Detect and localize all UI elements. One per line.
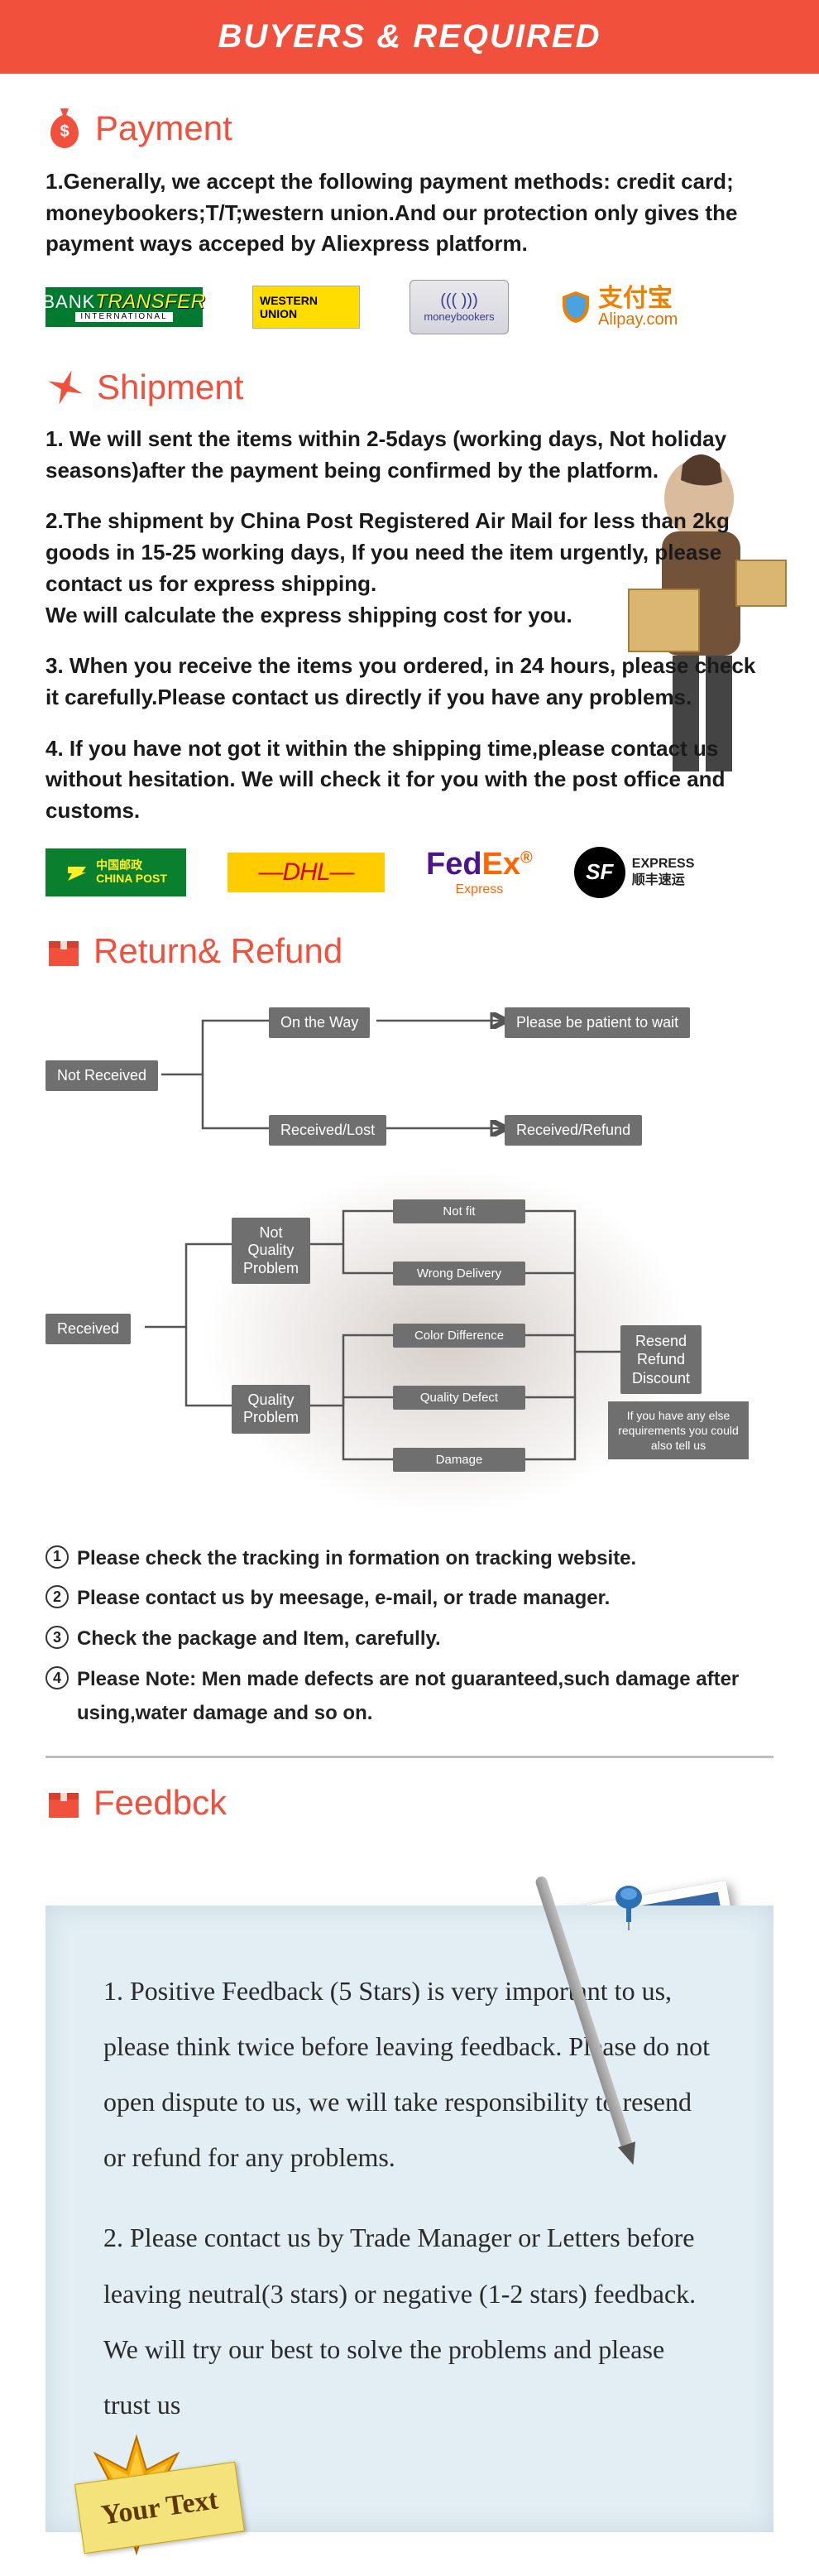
node-color-diff: Color Difference: [393, 1324, 525, 1348]
bank-transfer-logo: BANK TRANSFER INTERNATIONAL: [46, 287, 203, 327]
node-received-refund: Received/Refund: [505, 1115, 642, 1146]
fedex-fed: Fed: [426, 847, 482, 882]
shipment-heading-text: Shipment: [97, 368, 243, 407]
bullet-4-num: 4: [46, 1666, 69, 1689]
bullet-4: Please Note: Men made defects are not gu…: [77, 1663, 774, 1731]
alipay-en: Alipay.com: [598, 311, 678, 328]
node-received: Received: [46, 1314, 131, 1344]
shipment-p4: 4. If you have not got it within the shi…: [46, 733, 774, 827]
transfer-label: TRANSFER: [95, 292, 205, 312]
sf-l2: 顺丰速运: [632, 872, 695, 888]
node-quality: Quality Problem: [232, 1385, 310, 1434]
starburst-badge: Your Text: [46, 2425, 261, 2549]
shipment-p3: 3. When you receive the items you ordere…: [46, 651, 774, 713]
header-title: BUYERS & REQUIRED: [218, 18, 601, 55]
bullet-2: Please contact us by meesage, e-mail, or…: [77, 1582, 610, 1616]
node-not-quality: Not Quality Problem: [232, 1218, 310, 1285]
sf-l1: EXPRESS: [632, 856, 695, 872]
node-patient: Please be patient to wait: [505, 1007, 690, 1038]
node-note: If you have any else requirements you co…: [608, 1401, 749, 1460]
wu-line2: UNION: [260, 307, 297, 320]
node-resend: Resend Refund Discount: [620, 1325, 702, 1395]
feedback-heading-text: Feedbck: [93, 1783, 227, 1823]
node-damage: Damage: [393, 1448, 525, 1472]
return-heading-text: Return& Refund: [93, 931, 342, 971]
payment-heading-text: Payment: [95, 108, 232, 148]
china-post-label: 中国邮政 CHINA POST: [96, 859, 167, 885]
payment-logos: BANK TRANSFER INTERNATIONAL WESTERN UNIO…: [46, 280, 774, 334]
payment-text: 1.Generally, we accept the following pay…: [46, 166, 774, 260]
moneybookers-logo: ((( ))) moneybookers: [410, 280, 509, 334]
shipment-logos: 中国邮政 CHINA POST —DHL— FedEx® Express SF …: [46, 847, 774, 898]
wu-line1: WESTERN: [260, 294, 318, 307]
node-not-received: Not Received: [46, 1060, 158, 1091]
feedback-block: Feedback 1. Positive Feedback (5 Stars) …: [46, 1906, 774, 2533]
divider: [46, 1756, 774, 1758]
mb-label: moneybookers: [424, 310, 494, 323]
shield-icon: [558, 290, 593, 324]
fedex-sub: Express: [456, 882, 504, 897]
money-bag-icon: $: [46, 107, 84, 150]
node-received-lost: Received/Lost: [269, 1115, 386, 1146]
bullet-1-num: 1: [46, 1545, 69, 1569]
package-icon: [46, 933, 82, 969]
intl-label: INTERNATIONAL: [75, 312, 172, 322]
alipay-cn: 支付宝: [598, 286, 678, 311]
bank-label: BANK: [42, 293, 95, 311]
sf-badge: SF: [574, 847, 625, 898]
return-bullets: 1 Please check the tracking in formation …: [46, 1542, 774, 1731]
fedex-ex: Ex: [482, 847, 520, 882]
shipment-heading: Shipment: [46, 368, 774, 407]
china-post-icon: [65, 860, 89, 885]
shipment-p2: 2.The shipment by China Post Registered …: [46, 506, 774, 631]
bullet-3: Check the package and Item, carefully.: [77, 1622, 441, 1656]
sf-express-logo: SF EXPRESS 顺丰速运: [574, 847, 695, 898]
return-heading: Return& Refund: [46, 931, 774, 971]
shipment-p1: 1. We will sent the items within 2-5days…: [46, 424, 774, 486]
return-diagram: Not Received On the Way Please be patien…: [46, 996, 774, 1526]
dhl-logo: —DHL—: [228, 853, 385, 892]
china-post-logo: 中国邮政 CHINA POST: [46, 848, 186, 896]
node-wrong-delivery: Wrong Delivery: [393, 1262, 525, 1286]
shipment-block: 1. We will sent the items within 2-5days…: [46, 424, 774, 827]
header-bar: BUYERS & REQUIRED: [0, 0, 819, 74]
alipay-logo: 支付宝 Alipay.com: [558, 286, 678, 328]
airplane-icon: [46, 368, 85, 407]
western-union-logo: WESTERN UNION: [252, 286, 360, 329]
feedback-panel: 1. Positive Feedback (5 Stars) is very i…: [46, 1906, 774, 2533]
svg-text:$: $: [60, 123, 69, 141]
node-not-fit: Not fit: [393, 1199, 525, 1223]
fedex-logo: FedEx® Express: [426, 847, 533, 897]
pushpin-icon: [608, 1882, 649, 1932]
bullet-2-num: 2: [46, 1585, 69, 1608]
dhl-label: —DHL—: [258, 858, 353, 887]
content: $ Payment 1.Generally, we accept the fol…: [0, 107, 819, 2565]
bullet-1: Please check the tracking in formation o…: [77, 1542, 636, 1576]
feedback-heading: Feedbck: [46, 1783, 774, 1823]
bullet-3-num: 3: [46, 1626, 69, 1649]
feedback-p2: 2. Please contact us by Trade Manager or…: [103, 2210, 716, 2433]
package-icon: [46, 1785, 82, 1821]
payment-heading: $ Payment: [46, 107, 774, 150]
node-on-the-way: On the Way: [269, 1007, 370, 1038]
node-quality-defect: Quality Defect: [393, 1386, 525, 1410]
